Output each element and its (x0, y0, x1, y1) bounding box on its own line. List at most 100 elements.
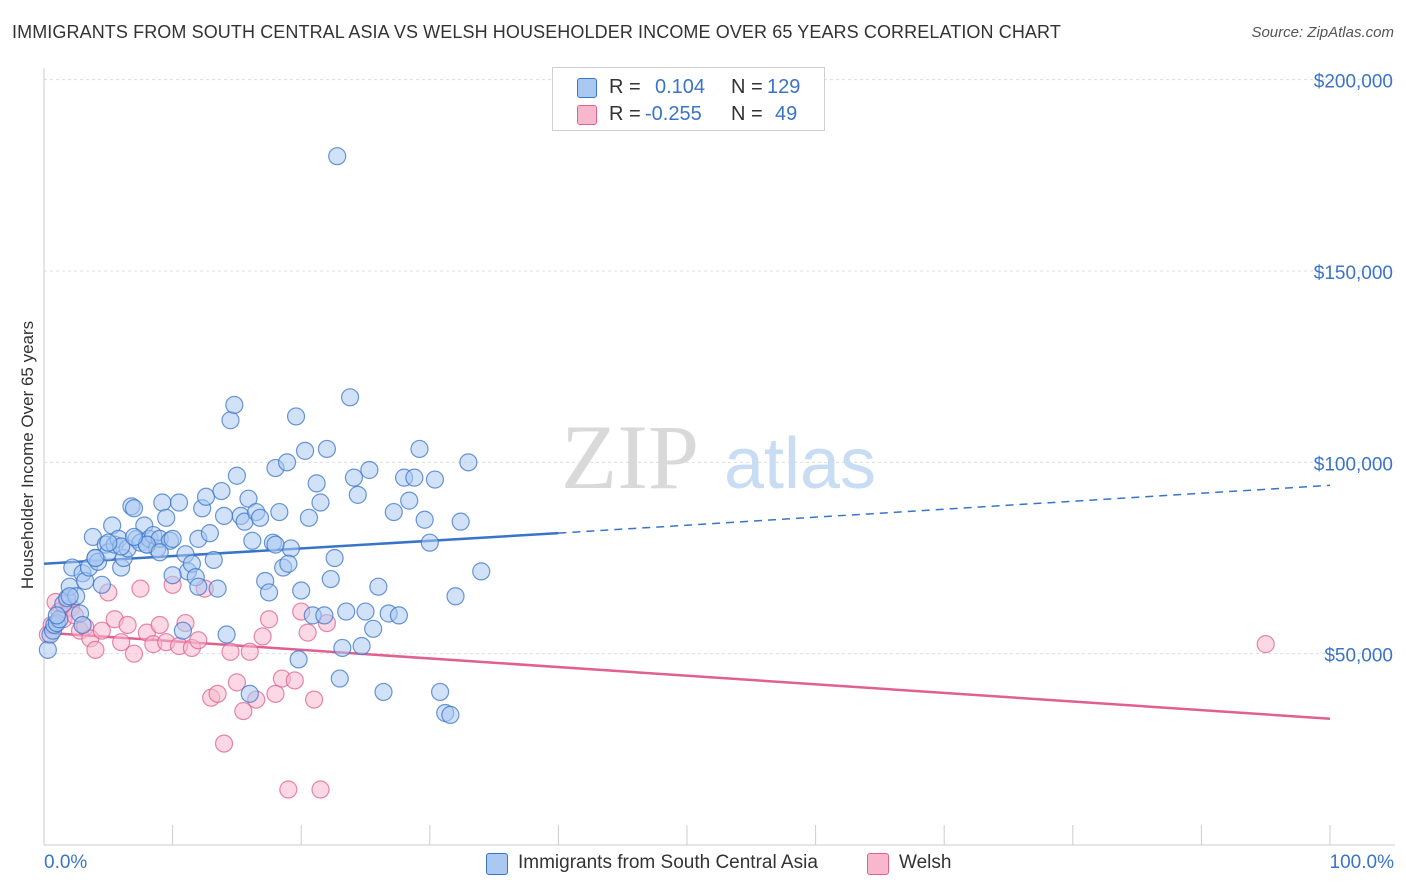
y-tick-label: $200,000 (1314, 72, 1393, 93)
data-point-series2 (234, 701, 253, 721)
data-point-series1 (250, 508, 270, 527)
data-point-series2 (259, 610, 279, 629)
data-point-series1 (410, 439, 429, 459)
chart-title: IMMIGRANTS FROM SOUTH CENTRAL ASIA VS WE… (12, 22, 1061, 42)
axes (43, 68, 1395, 846)
data-point-series1 (459, 453, 478, 472)
data-point-series2 (285, 671, 304, 690)
data-point-series1 (124, 527, 144, 547)
data-point-series1 (325, 548, 344, 568)
legend-swatch-blue (577, 78, 597, 98)
data-points (38, 147, 1275, 799)
correlation-legend: R = 0.104 N = 129 R = -0.255 N = 49 (552, 67, 825, 131)
data-point-series2 (227, 673, 246, 692)
data-point-series1 (279, 554, 298, 573)
data-point-series1 (266, 535, 285, 554)
data-point-series2 (112, 633, 131, 652)
watermark-atlas: atlas (724, 424, 876, 504)
data-point-series1 (374, 682, 393, 702)
data-point-series1 (225, 395, 244, 415)
data-point-series1 (173, 621, 192, 640)
data-point-series2 (311, 780, 330, 799)
data-point-series1 (344, 468, 364, 487)
data-point-series2 (266, 684, 285, 703)
data-point-series1 (328, 147, 347, 166)
data-point-series1 (441, 705, 460, 724)
data-point-series2 (304, 690, 324, 709)
data-point-series1 (124, 499, 144, 518)
data-point-series1 (286, 407, 306, 426)
y-tick-label: $50,000 (1324, 646, 1393, 667)
data-point-series1 (364, 619, 383, 638)
data-point-series1 (420, 533, 439, 552)
legend-n-label: N = (731, 103, 763, 125)
y-axis-title: Householder Income Over 65 years (18, 320, 37, 590)
data-point-series2 (86, 640, 105, 659)
data-point-series2 (214, 734, 234, 753)
data-point-series1 (86, 548, 105, 568)
legend-n-value: 49 (775, 103, 798, 125)
data-point-series1 (99, 533, 118, 552)
data-point-series2 (92, 621, 111, 640)
data-point-series1 (348, 485, 367, 504)
data-point-series1 (289, 650, 308, 669)
y-tick-labels: $50,000 $100,000 $150,000 $200,000 (1314, 72, 1393, 667)
data-point-series1 (189, 577, 208, 596)
data-point-series2 (279, 780, 298, 799)
data-point-series1 (315, 606, 334, 625)
data-point-series1 (317, 439, 337, 459)
data-point-series2 (1256, 635, 1275, 654)
data-point-series1 (415, 510, 434, 529)
legend-r-value: -0.255 (645, 103, 702, 125)
data-point-series1 (330, 669, 349, 688)
x-tick-label-min: 0.0% (44, 852, 88, 873)
legend-row-blue: R = 0.104 N = 129 (553, 74, 824, 102)
data-point-series1 (227, 466, 246, 485)
watermark: ZIP atlas (561, 406, 876, 508)
data-point-series1 (451, 512, 470, 531)
series2-swatch (867, 853, 889, 875)
data-point-series2 (298, 623, 317, 642)
data-point-series2 (124, 644, 144, 663)
data-point-series2 (189, 631, 208, 650)
data-point-series2 (118, 615, 137, 635)
data-point-series1 (389, 606, 409, 625)
data-point-series1 (405, 468, 424, 487)
data-point-series1 (369, 577, 388, 596)
data-point-series2 (253, 627, 272, 646)
data-point-series1 (208, 579, 227, 598)
data-point-series1 (352, 636, 371, 656)
data-point-series1 (200, 524, 219, 543)
data-point-series1 (311, 493, 330, 512)
trend-line-series1-extension (558, 484, 1331, 534)
x-tick-label-max: 100.0% (1329, 852, 1394, 873)
data-point-series1 (295, 441, 315, 460)
legend-n-label: N = (731, 76, 763, 98)
series1-swatch (486, 853, 508, 875)
legend-swatch-pink (577, 105, 597, 125)
trend-line-series2 (43, 631, 1331, 720)
data-point-series1 (47, 606, 66, 625)
data-point-series1 (157, 508, 176, 527)
data-point-series1 (307, 474, 326, 493)
data-point-series1 (333, 638, 352, 658)
data-point-series1 (73, 615, 92, 635)
series2-label: Welsh (899, 852, 952, 873)
data-point-series1 (299, 508, 319, 527)
legend-r-label: R = (609, 103, 641, 125)
data-point-series1 (212, 481, 231, 501)
data-point-series1 (163, 566, 182, 585)
data-point-series1 (259, 583, 279, 602)
data-point-series1 (340, 388, 360, 407)
data-point-series1 (38, 640, 57, 659)
legend-r-label: R = (609, 76, 641, 98)
data-point-series1 (221, 411, 240, 430)
data-point-series1 (292, 581, 311, 600)
data-point-series1 (472, 562, 491, 581)
data-point-series1 (92, 575, 111, 594)
data-point-series1 (360, 460, 379, 480)
data-point-series1 (321, 569, 340, 589)
data-point-series1 (153, 493, 172, 512)
data-point-series1 (243, 531, 262, 550)
